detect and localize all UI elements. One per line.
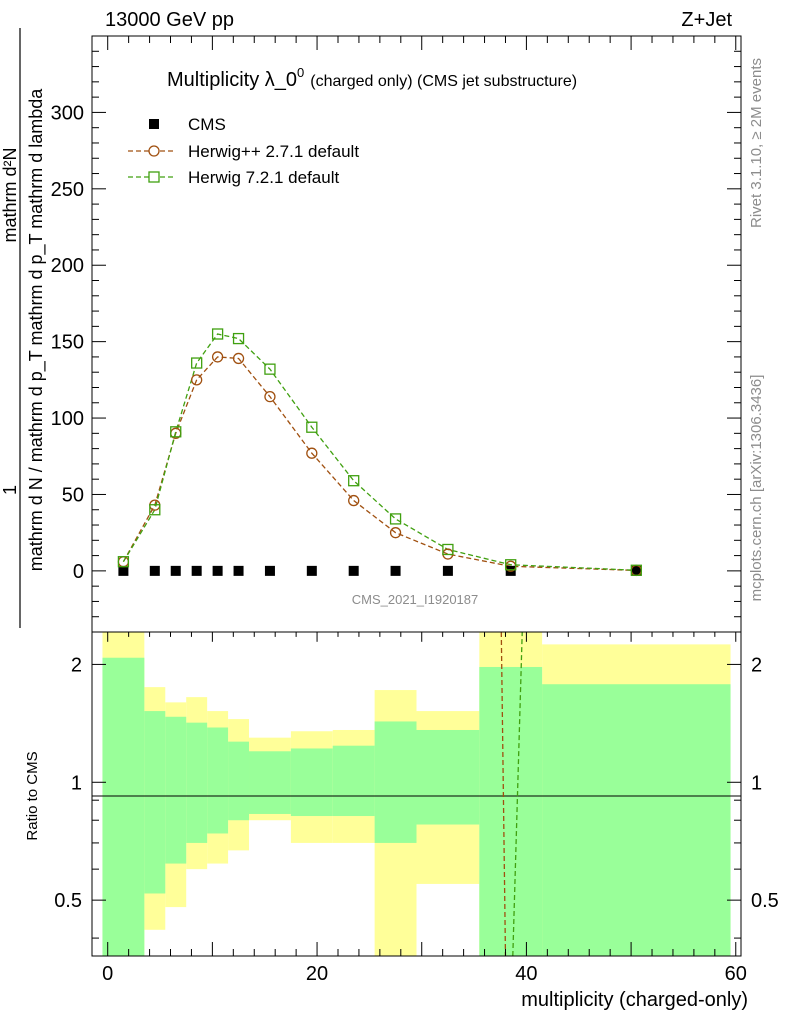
inner-band [542, 684, 731, 956]
rivet-version-label: Rivet 3.1.10, ≥ 2M events [748, 58, 765, 228]
legend-label: Herwig 7.2.1 default [188, 168, 339, 187]
ratio-y-axis-title: Ratio to CMS [24, 751, 41, 840]
ratio-series [500, 631, 523, 957]
data-point [264, 565, 275, 576]
data-point [149, 565, 160, 576]
inner-band [249, 751, 291, 814]
y-tick-label: 200 [51, 255, 84, 277]
legend-marker [148, 145, 160, 157]
y-tick-label: 300 [51, 102, 84, 124]
inner-band [332, 745, 375, 817]
data-point [118, 565, 129, 576]
x-axis-title: multiplicity (charged-only) [521, 989, 748, 1011]
ratio-y-tick-label: 1 [71, 772, 82, 794]
inner-band [102, 657, 145, 956]
y-tick-label: 100 [51, 408, 84, 430]
ratio-line [500, 631, 507, 957]
data-point [264, 391, 276, 403]
y-title-prefix-one: 1 [0, 485, 20, 495]
inner-band [416, 729, 480, 825]
y-tick-label: 50 [62, 484, 84, 506]
data-point [264, 363, 276, 375]
mcplots-reference-label: mcplots.cern.ch [arXiv:1306.3436] [748, 375, 765, 602]
inner-band [290, 748, 333, 817]
inner-band [374, 721, 417, 843]
data-point [191, 357, 203, 369]
energy-label: 13000 GeV pp [105, 9, 234, 31]
chart-title: Multiplicity λ_00 (charged only) (CMS jet… [167, 65, 577, 91]
ratio-y-tick-label: 0.5 [54, 890, 82, 912]
inner-band [207, 727, 229, 834]
data-point [191, 374, 203, 386]
legend-marker [148, 171, 160, 183]
x-tick-label: 40 [515, 963, 537, 985]
ratio-y-tick-label: 2 [71, 654, 82, 676]
inner-band [165, 716, 187, 864]
ratio-uncertainty-bands [102, 632, 731, 956]
upper-y-ticks: 0 50 100 150 200 250 300 [51, 50, 741, 618]
ratio-line [512, 631, 523, 957]
chart-title-suffix: (charged only) (CMS jet substructure) [310, 73, 577, 90]
inner-band [479, 666, 543, 956]
data-point [211, 351, 224, 363]
data-point [233, 565, 244, 576]
y-tick-label: 150 [51, 332, 84, 354]
process-label: Z+Jet [681, 9, 732, 31]
data-point [211, 328, 224, 340]
data-point [306, 447, 318, 459]
data-point [232, 332, 245, 345]
data-point [212, 565, 223, 576]
data-point [348, 565, 359, 576]
y-title-denominator: mathrm d N / mathrm d p_T mathrm d p_T m… [26, 88, 47, 571]
chart-title-superscript: 0 [297, 65, 304, 80]
data-point [306, 565, 317, 576]
x-tick-label: 60 [725, 963, 747, 985]
data-point [232, 352, 245, 365]
data-point [389, 513, 402, 525]
analysis-watermark: CMS_2021_I1920187 [352, 592, 479, 607]
ratio-y-tick-label-right: 0.5 [751, 890, 779, 912]
upper-series [117, 328, 642, 577]
data-point [170, 565, 181, 576]
ratio-panel: 0.5 0.5 1 1 2 2 0 20 40 60 Ratio to CMS multipli… [24, 36, 779, 1011]
chart-title-main: Multiplicity λ_0 [167, 69, 297, 91]
data-point [306, 421, 318, 433]
data-point [505, 559, 517, 571]
data-point [348, 475, 360, 487]
x-axis-ticks: 0 20 40 60 [102, 36, 747, 985]
upper-y-axis-title: 1 mathrm d²N mathrm d N / mathrm d p_T m… [0, 28, 47, 628]
legend-label: CMS [188, 115, 226, 134]
inner-band [144, 711, 166, 894]
data-point [631, 565, 642, 576]
data-point [389, 527, 402, 539]
data-point [191, 565, 202, 576]
y-title-numerator: mathrm d²N [0, 147, 20, 242]
inner-band [186, 722, 208, 843]
ratio-y-tick-label-right: 2 [751, 654, 762, 676]
data-point [442, 543, 454, 556]
series-line [122, 356, 637, 572]
x-tick-label: 20 [306, 963, 328, 985]
legend-label: Herwig++ 2.7.1 default [188, 142, 359, 161]
data-point [390, 565, 401, 576]
data-point [442, 565, 453, 576]
legend-marker [149, 119, 159, 129]
data-point [348, 494, 360, 507]
data-point [630, 564, 642, 576]
legend: CMS Herwig++ 2.7.1 default Herwig 7.2.1 de… [128, 115, 359, 187]
inner-band [228, 741, 250, 821]
data-point [149, 504, 161, 516]
data-point [117, 556, 130, 568]
series-line [122, 333, 637, 571]
y-tick-label: 250 [51, 179, 84, 201]
x-tick-label: 0 [102, 963, 113, 985]
ratio-y-ticks: 0.5 0.5 1 1 2 2 [54, 654, 779, 939]
y-tick-label: 0 [73, 561, 84, 583]
ratio-y-tick-label-right: 1 [751, 772, 762, 794]
data-point [170, 426, 182, 438]
ratio-frame [91, 631, 742, 957]
